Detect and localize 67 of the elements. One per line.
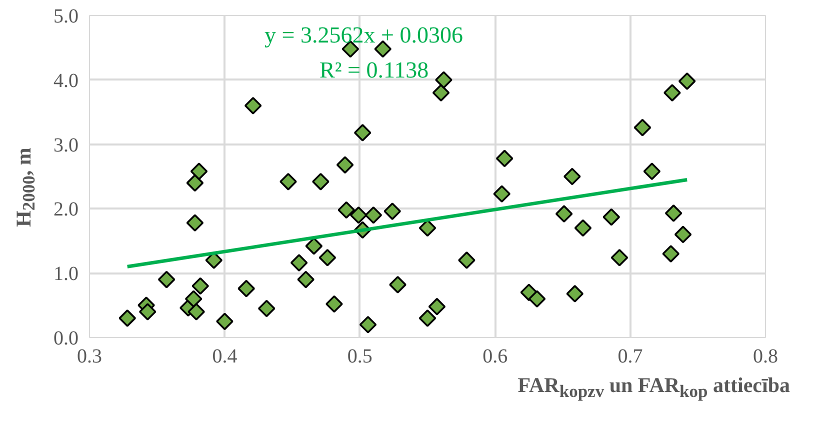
point	[389, 276, 406, 294]
point	[435, 71, 452, 89]
y-tick-label: 5.0	[54, 6, 78, 28]
point	[318, 248, 336, 266]
x-axis-title: FAR$_{kopzv}$ un FAR$_{kop}$ attiecība	[518, 373, 790, 402]
y-tick-label: 4.0	[54, 70, 78, 92]
point	[566, 285, 584, 302]
point	[354, 124, 372, 142]
point	[244, 96, 262, 114]
point	[555, 205, 573, 223]
point	[205, 252, 223, 269]
point	[158, 270, 176, 288]
point	[184, 290, 202, 308]
point	[305, 237, 323, 255]
point	[678, 72, 696, 90]
point	[563, 168, 581, 186]
point	[336, 156, 354, 174]
point	[359, 316, 377, 334]
point	[432, 84, 450, 102]
point	[458, 252, 476, 269]
point	[528, 290, 546, 308]
point	[216, 312, 234, 330]
y-tick-label: 1.0	[54, 263, 78, 286]
point	[574, 219, 592, 237]
point	[662, 245, 680, 262]
x-tick-label: 0.4	[212, 346, 238, 368]
point	[186, 174, 204, 192]
point	[664, 204, 682, 222]
point	[350, 206, 368, 224]
point	[297, 270, 314, 288]
point	[312, 172, 330, 190]
point	[280, 172, 297, 190]
point	[238, 280, 256, 298]
point	[188, 303, 205, 320]
point	[190, 162, 208, 180]
point	[118, 310, 136, 327]
point	[192, 277, 210, 295]
point	[610, 248, 628, 266]
x-tick-label: 0.8	[753, 346, 778, 368]
point	[418, 219, 436, 237]
x-tick-label: 0.5	[347, 346, 372, 368]
point	[374, 40, 392, 58]
point	[493, 185, 511, 203]
point	[496, 150, 514, 168]
x-tick-label: 0.7	[618, 346, 643, 368]
point	[602, 208, 620, 226]
point	[674, 226, 692, 244]
y-tick-label: 2.0	[54, 198, 78, 221]
annotation: y = 3.2562x + 0.0306	[264, 22, 463, 48]
point	[418, 310, 436, 327]
point	[138, 303, 156, 320]
x-tick-label: 0.6	[482, 346, 508, 368]
point	[186, 214, 204, 232]
annotation: R² = 0.1138	[320, 58, 429, 82]
point	[290, 254, 308, 272]
point	[384, 202, 402, 220]
y-tick-label: 0.0	[54, 328, 78, 350]
point	[326, 295, 343, 313]
point	[338, 201, 356, 219]
point	[364, 206, 382, 224]
x-tick-label: 0.3	[77, 346, 102, 368]
y-tick-label: 3.0	[54, 134, 78, 156]
point	[664, 84, 681, 102]
point	[428, 298, 446, 316]
point	[258, 300, 276, 318]
point	[643, 162, 661, 180]
point	[634, 118, 652, 136]
